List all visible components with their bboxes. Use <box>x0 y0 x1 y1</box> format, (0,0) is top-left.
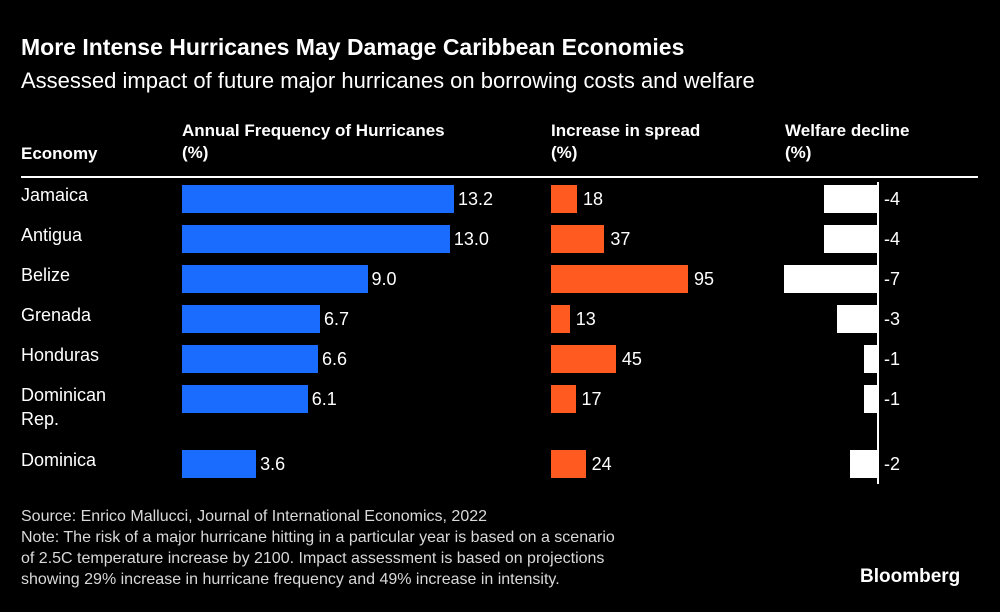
welfare-value-dominican-rep: -1 <box>884 389 901 409</box>
economy-label-line: Grenada <box>21 305 92 325</box>
bloomberg-logo: Bloomberg <box>860 566 961 587</box>
header-spread: Increase in spread (%) <box>551 120 700 164</box>
header-spread-line1: Increase in spread <box>551 121 701 140</box>
economy-label-line: Dominican <box>21 385 107 405</box>
spread-bar-dominican-rep <box>551 385 576 413</box>
spread-value-belize: 95 <box>694 269 715 289</box>
welfare-bar-dominican-rep <box>863 385 877 413</box>
frequency-value-antigua: 13.0 <box>453 229 489 249</box>
footer-note-line2: of 2.5C temperature increase by 2100. Im… <box>21 550 605 567</box>
welfare-zero-axis <box>877 182 879 484</box>
welfare-value-belize: -7 <box>884 269 901 289</box>
welfare-value-grenada: -3 <box>884 309 901 329</box>
footer-source: Source: Enrico Mallucci, Journal of Inte… <box>21 508 488 525</box>
economy-label-line: Belize <box>21 265 71 285</box>
welfare-value-dominica: -2 <box>884 454 901 474</box>
economy-label-belize: Belize <box>21 263 70 287</box>
frequency-bar-dominican-rep <box>182 385 308 413</box>
frequency-bar-dominica <box>182 450 257 478</box>
welfare-bar-dominica <box>850 450 878 478</box>
welfare-bar-antigua <box>823 225 877 253</box>
spread-bar-antigua <box>551 225 605 253</box>
header-welfare: Welfare decline (%) <box>785 120 909 164</box>
header-rule <box>21 176 978 178</box>
header-economy: Economy <box>21 144 98 163</box>
spread-bar-dominica <box>551 450 586 478</box>
spread-value-dominica: 24 <box>591 454 612 474</box>
spread-bar-honduras <box>551 345 616 373</box>
welfare-value-antigua: -4 <box>884 229 901 249</box>
economy-label-line: Honduras <box>21 345 100 365</box>
welfare-bar-belize <box>784 265 877 293</box>
spread-value-honduras: 45 <box>621 349 642 369</box>
economy-label-line: Antigua <box>21 225 83 245</box>
frequency-bar-antigua <box>182 225 450 253</box>
frequency-value-grenada: 6.7 <box>324 309 350 329</box>
frequency-bar-belize <box>182 265 368 293</box>
economy-label-line: Jamaica <box>21 185 89 205</box>
frequency-bar-grenada <box>182 305 321 333</box>
header-frequency: Annual Frequency of Hurricanes (%) <box>182 120 445 164</box>
economy-label-honduras: Honduras <box>21 343 99 367</box>
footer-note-line3: showing 29% increase in hurricane freque… <box>21 571 560 588</box>
spread-value-grenada: 13 <box>575 309 596 329</box>
frequency-value-dominica: 3.6 <box>260 454 286 474</box>
welfare-bar-jamaica <box>823 185 877 213</box>
frequency-value-jamaica: 13.2 <box>458 189 494 209</box>
welfare-value-honduras: -1 <box>884 349 901 369</box>
welfare-bar-honduras <box>863 345 877 373</box>
economy-label-line: Dominica <box>21 450 97 470</box>
frequency-bar-jamaica <box>182 185 454 213</box>
economy-label-dominican-rep: Dominican Rep. <box>21 383 106 431</box>
frequency-value-belize: 9.0 <box>371 269 397 289</box>
spread-bar-belize <box>551 265 688 293</box>
welfare-value-jamaica: -4 <box>884 189 901 209</box>
spread-value-dominican-rep: 17 <box>581 389 602 409</box>
frequency-value-honduras: 6.6 <box>322 349 348 369</box>
header-spread-line2: (%) <box>551 143 578 162</box>
footer-note-line1: Note: The risk of a major hurricane hitt… <box>21 529 615 546</box>
frequency-value-dominican-rep: 6.1 <box>311 389 337 409</box>
chart-footer: Source: Enrico Mallucci, Journal of Inte… <box>21 506 615 590</box>
economy-label-dominica: Dominica <box>21 448 96 472</box>
economy-label-grenada: Grenada <box>21 303 91 327</box>
welfare-bar-grenada <box>837 305 878 333</box>
spread-value-jamaica: 18 <box>582 189 603 209</box>
economy-label-line: Rep. <box>21 409 60 429</box>
frequency-bar-honduras <box>182 345 318 373</box>
chart-title: More Intense Hurricanes May Damage Carib… <box>21 34 685 60</box>
spread-bar-grenada <box>551 305 570 333</box>
header-welfare-line1: Welfare decline <box>785 121 910 140</box>
header-welfare-line2: (%) <box>785 143 812 162</box>
economy-label-antigua: Antigua <box>21 223 82 247</box>
header-frequency-line1: Annual Frequency of Hurricanes <box>182 121 445 140</box>
spread-bar-jamaica <box>551 185 577 213</box>
chart-subtitle: Assessed impact of future major hurrican… <box>21 68 755 93</box>
header-frequency-line2: (%) <box>182 143 209 162</box>
economy-label-jamaica: Jamaica <box>21 183 88 207</box>
spread-value-antigua: 37 <box>610 229 631 249</box>
